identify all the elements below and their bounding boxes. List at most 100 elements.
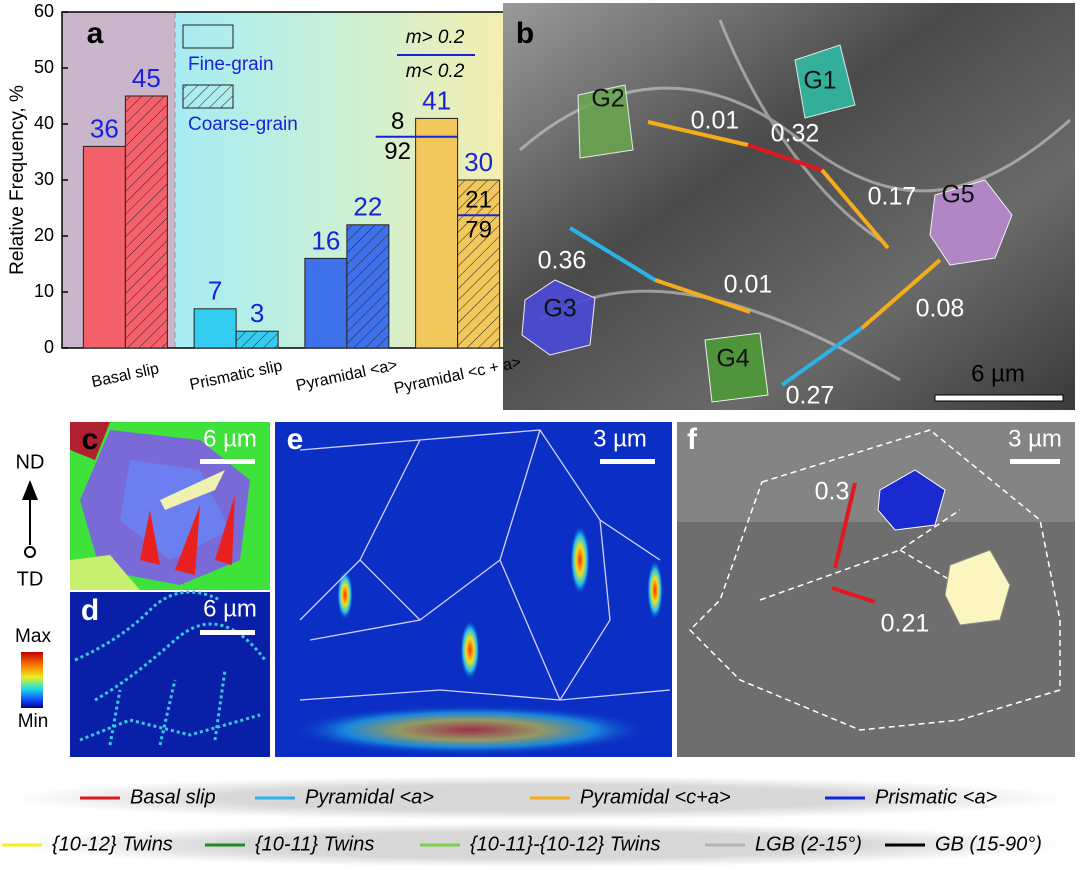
scale-bar (600, 459, 655, 464)
grain-label: G2 (591, 85, 624, 113)
value-label: 7 (208, 276, 222, 306)
legend-label: {10-11}-{10-12} Twins (470, 833, 661, 855)
trace (860, 258, 942, 330)
legend-swatch (182, 84, 234, 109)
legend-label: {10-12} Twins (52, 833, 173, 855)
hotspot (290, 705, 650, 755)
bar-hatch (236, 331, 279, 348)
legend-label: Pyramidal <a> (305, 786, 434, 808)
panel-b: G1 G2 G3 G4 G5 0.01 0.32 0.17 0.36 0.01 … (503, 3, 1075, 410)
factor-label: 0.36 (538, 247, 587, 275)
factor-label: 0.17 (868, 183, 917, 211)
bar (415, 117, 459, 349)
colorbar-label: Min (18, 711, 49, 732)
value-label: 36 (90, 113, 119, 143)
factor-label: 0.01 (691, 107, 740, 135)
y-tick-label: 0 (44, 337, 54, 357)
grain-cube (929, 179, 1013, 266)
orientation: ND TD Max Min (15, 451, 51, 732)
grain-cube (704, 332, 769, 403)
scale-label: 3 µm (1008, 425, 1062, 452)
panel-c: 6 µm c (70, 422, 270, 590)
y-tick-label: 30 (34, 169, 54, 189)
scale-label: 6 µm (971, 360, 1025, 387)
m-split-label: 21 (465, 187, 492, 214)
trace (833, 482, 857, 569)
y-axis-label: Relative Frequency, % (7, 85, 28, 275)
legend-label: Prismatic <a> (875, 786, 997, 808)
factor-label: 0.32 (771, 120, 820, 148)
sem-shade (677, 422, 1075, 522)
twin (140, 510, 160, 565)
grain-boundary (688, 429, 1061, 731)
arrow-head (22, 480, 38, 500)
grain-cube (944, 549, 1011, 626)
value-label: 30 (464, 147, 493, 177)
hotspot (460, 620, 480, 680)
grain (70, 555, 140, 590)
scale-label: 6 µm (203, 425, 257, 452)
trace (780, 326, 864, 387)
m-label: m< 0.2 (406, 61, 465, 82)
panel-label: b (516, 17, 534, 50)
y-tick-label: 50 (34, 57, 54, 77)
value-label: 22 (353, 192, 382, 222)
factor-label: 0.21 (881, 610, 930, 638)
grain-cube (577, 84, 634, 159)
panel-d: 6 µm d (70, 590, 270, 757)
bar-hatch (125, 96, 168, 348)
boundary-strain (74, 590, 267, 746)
factor-label: 0.08 (916, 295, 965, 323)
value-label: 41 (422, 85, 451, 115)
axis-label: ND (16, 451, 45, 473)
factor-label: 0.3 (815, 478, 850, 506)
grain-label: G5 (941, 181, 974, 209)
grain-label: G4 (716, 345, 749, 373)
legend-swatch (182, 24, 234, 49)
trace (831, 586, 876, 604)
value-label: 3 (250, 298, 264, 328)
m-label: m> 0.2 (406, 27, 465, 48)
legend-label: Pyramidal <c+a> (580, 786, 731, 808)
grain-label: G3 (543, 295, 576, 323)
scale-bar (200, 459, 255, 464)
y-tick-label: 20 (34, 225, 54, 245)
scale-bar (934, 394, 1064, 402)
bar-hatch (457, 180, 500, 348)
panel-f: 0.3 0.21 3 µm f (677, 422, 1075, 757)
colorbar (21, 652, 43, 708)
axis-label: TD (17, 568, 44, 590)
scale-bar (1010, 459, 1060, 464)
trace (568, 226, 657, 282)
y-tick-label: 10 (34, 281, 54, 301)
factor-label: 0.27 (786, 382, 835, 410)
y-tick-label: 40 (34, 113, 54, 133)
m-split-label: 8 (391, 108, 404, 135)
grain-cube (521, 279, 596, 356)
legend-label: {10-11} Twins (255, 833, 374, 855)
factor-label: 0.01 (724, 271, 773, 299)
trace (747, 143, 823, 172)
x-tick-label: Pyramidal <a> (295, 357, 399, 395)
hotspot (337, 570, 353, 620)
arrow-origin (24, 546, 36, 558)
hotspot (570, 525, 590, 595)
grain-boundary (299, 429, 671, 701)
scale-label: 3 µm (593, 425, 647, 452)
legend-label: GB (15-90°) (935, 833, 1042, 855)
panel-label: e (287, 423, 304, 456)
bar (304, 257, 348, 349)
scale-bar (200, 630, 255, 635)
y-tick-label: 60 (34, 1, 54, 21)
panel-label: c (82, 423, 99, 456)
legend-label: Basal slip (130, 786, 216, 808)
grain-cube (877, 469, 946, 531)
twin (215, 495, 235, 565)
m-split-label: 79 (465, 217, 492, 244)
grain-label: G1 (803, 67, 836, 95)
panel-e: 3 µm e (275, 422, 672, 757)
legend-label: Fine-grain (188, 54, 274, 75)
value-label: 45 (132, 63, 161, 93)
legend-label: Coarse-grain (188, 114, 298, 135)
